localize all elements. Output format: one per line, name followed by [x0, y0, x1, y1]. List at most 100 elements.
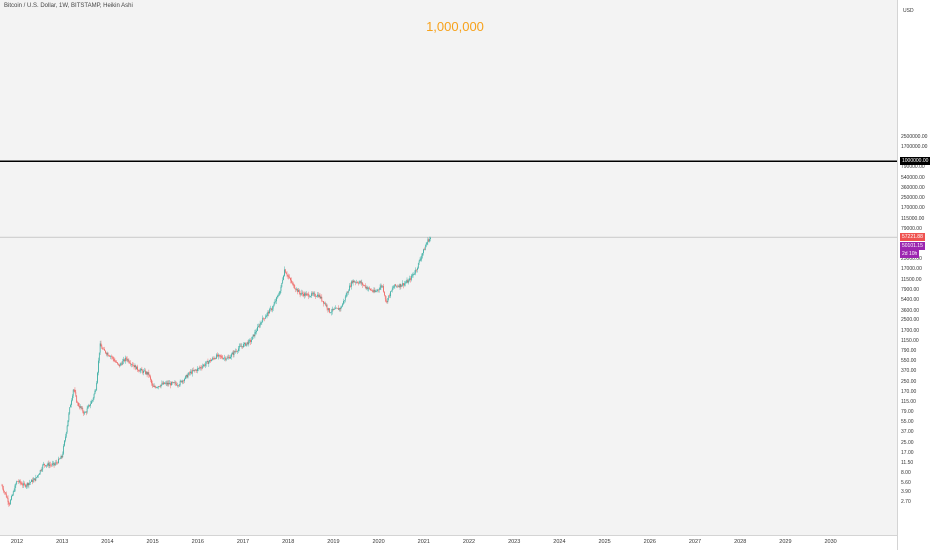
candle: [405, 279, 407, 284]
candle: [337, 305, 339, 310]
candle: [45, 465, 47, 469]
candle: [338, 307, 340, 312]
candle: [296, 287, 297, 292]
candle: [392, 285, 394, 290]
time-axis[interactable]: 2012 2013 2014 2015 2016 2017 2018 2019 2020 2021…: [0, 535, 897, 550]
candle: [96, 380, 98, 391]
candle: [328, 307, 330, 312]
candle: [377, 289, 379, 293]
candle: [72, 389, 74, 399]
candle: [90, 400, 91, 409]
candle: [284, 266, 285, 277]
candle: [101, 344, 103, 349]
candle: [56, 459, 58, 465]
year-tick-label: 2017: [236, 539, 250, 545]
candle: [156, 386, 158, 389]
candle: [112, 356, 114, 362]
candle: [20, 481, 22, 485]
candle: [32, 477, 34, 483]
price-tick-label: 250000.00: [901, 195, 925, 202]
candle: [192, 367, 194, 372]
candle: [109, 354, 111, 357]
candle: [377, 288, 378, 293]
candle: [2, 484, 4, 491]
price-chart[interactable]: [0, 0, 897, 535]
price-tick-label: 17000.00: [901, 266, 922, 273]
candle: [204, 363, 205, 368]
candle: [131, 362, 133, 368]
price-axis[interactable]: USD 2500000.00 1700000.00 790000.00 540000.…: [897, 0, 932, 550]
candle: [411, 273, 413, 278]
candle: [78, 401, 79, 407]
candle: [240, 342, 242, 347]
candle: [54, 462, 56, 467]
candle: [18, 479, 20, 484]
candle: [366, 286, 368, 290]
candle: [422, 252, 423, 259]
candle: [19, 479, 21, 486]
candle: [400, 284, 402, 289]
candle: [428, 238, 430, 243]
candle: [320, 296, 322, 300]
candle: [207, 358, 209, 365]
candle: [374, 287, 376, 293]
candle: [91, 399, 93, 403]
candle: [104, 346, 105, 351]
candle: [264, 314, 266, 320]
candle: [115, 359, 117, 363]
candle: [85, 411, 86, 413]
candle: [113, 357, 115, 363]
candle: [170, 381, 171, 389]
candle: [259, 320, 261, 328]
candle: [44, 463, 45, 468]
candle: [186, 373, 188, 378]
chart-area[interactable]: Bitcoin / U.S. Dollar, 1W, BITSTAMP, Hei…: [0, 0, 897, 535]
candle: [151, 378, 152, 386]
current-price-tag: 57221.88: [900, 233, 925, 242]
candle: [164, 382, 165, 385]
candle: [297, 287, 299, 292]
candle: [22, 482, 24, 488]
price-tick-label: 250.00: [901, 378, 917, 385]
candle: [311, 291, 313, 296]
candle: [341, 305, 343, 309]
candle: [412, 271, 414, 278]
price-tick-label: 79000.00: [901, 225, 922, 232]
candle: [169, 380, 171, 385]
candle: [63, 443, 64, 455]
candle: [263, 317, 264, 321]
candle: [171, 381, 173, 385]
candle: [345, 292, 347, 298]
candle: [290, 277, 291, 284]
candle: [80, 405, 82, 411]
candle: [33, 477, 35, 480]
candle: [393, 285, 395, 288]
candle: [226, 356, 228, 360]
candle: [340, 305, 342, 312]
candle: [71, 398, 72, 408]
candle: [308, 291, 310, 300]
candle: [121, 361, 123, 366]
candle: [264, 318, 265, 322]
candle: [330, 311, 331, 314]
candle: [35, 474, 37, 482]
candle: [362, 282, 364, 288]
candle: [202, 363, 204, 370]
candle: [111, 354, 112, 360]
candle: [346, 291, 348, 297]
candle: [178, 384, 180, 388]
candle: [236, 348, 237, 353]
candle: [315, 294, 317, 299]
candle: [251, 336, 253, 340]
candle: [414, 270, 416, 276]
candle: [222, 355, 224, 360]
price-tick-label: 2500000.00: [901, 133, 928, 140]
candle: [143, 369, 144, 376]
candle: [325, 302, 327, 308]
candle: [360, 280, 362, 285]
candle: [378, 287, 380, 293]
candle: [15, 482, 17, 488]
candle: [140, 368, 142, 373]
candle: [363, 283, 364, 287]
candle: [32, 477, 33, 485]
